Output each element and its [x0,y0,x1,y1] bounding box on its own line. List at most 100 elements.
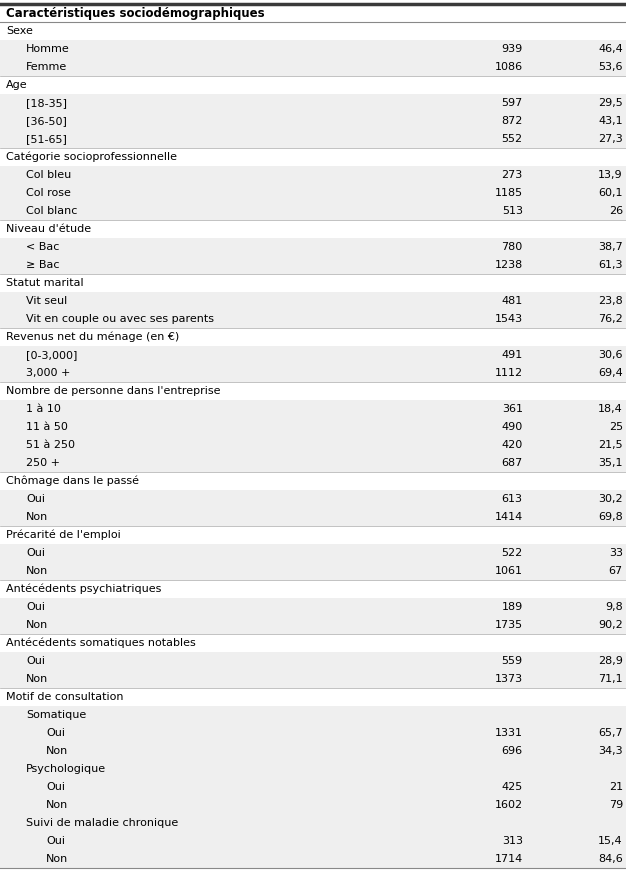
Bar [0,346,626,364]
Text: 687: 687 [501,458,523,468]
Bar [0,130,626,148]
Text: Niveau d'étude: Niveau d'étude [6,224,91,235]
Text: 29,5: 29,5 [598,99,623,108]
Text: Oui: Oui [26,602,45,612]
Text: 552: 552 [501,134,523,144]
Bar [0,292,626,310]
Text: Vit en couple ou avec ses parents: Vit en couple ou avec ses parents [26,314,214,324]
Text: Statut marital: Statut marital [6,278,84,288]
Text: Chômage dans le passé: Chômage dans le passé [6,476,139,487]
Bar [0,832,626,849]
Text: 13,9: 13,9 [598,170,623,181]
Text: 780: 780 [501,242,523,252]
Text: 43,1: 43,1 [598,116,623,126]
Text: 513: 513 [501,206,523,216]
Text: Oui: Oui [46,781,65,792]
Text: 38,7: 38,7 [598,242,623,252]
Text: Psychologique: Psychologique [26,764,106,773]
Text: Somatique: Somatique [26,710,86,719]
Bar [0,705,626,724]
Text: 1373: 1373 [495,674,523,684]
Text: Oui: Oui [26,494,45,504]
Text: Caractéristiques sociodémographiques: Caractéristiques sociodémographiques [6,7,265,20]
Text: 559: 559 [501,656,523,666]
Text: Nombre de personne dans l'entreprise: Nombre de personne dans l'entreprise [6,386,221,396]
Bar [0,184,626,202]
Bar [0,77,626,94]
Bar [0,167,626,184]
Text: 1238: 1238 [495,260,523,270]
Text: Non: Non [26,566,49,576]
Text: Antécédents somatiques notables: Antécédents somatiques notables [6,637,196,648]
Text: 3,000 +: 3,000 + [26,368,71,378]
Text: 35,1: 35,1 [598,458,623,468]
Text: 1185: 1185 [495,188,523,198]
Text: Précarité de l'emploi: Précarité de l'emploi [6,529,121,540]
Bar [0,40,626,58]
Text: ≥ Bac: ≥ Bac [26,260,60,270]
Text: < Bac: < Bac [26,242,59,252]
Text: 15,4: 15,4 [598,835,623,846]
Text: 1 à 10: 1 à 10 [26,404,61,414]
Text: Oui: Oui [46,728,65,738]
Text: 67: 67 [608,566,623,576]
Text: 28,9: 28,9 [598,656,623,666]
Bar [0,221,626,238]
Text: 250 +: 250 + [26,458,60,468]
Text: Motif de consultation: Motif de consultation [6,691,124,702]
Bar [0,238,626,256]
Text: Catégorie socioprofessionnelle: Catégorie socioprofessionnelle [6,152,177,162]
Text: 361: 361 [501,404,523,414]
Bar [0,508,626,526]
Text: 65,7: 65,7 [598,728,623,738]
Text: [51-65]: [51-65] [26,134,67,144]
Bar [0,148,626,167]
Text: 53,6: 53,6 [598,62,623,72]
Text: 1331: 1331 [495,728,523,738]
Text: 189: 189 [501,602,523,612]
Text: 23,8: 23,8 [598,296,623,306]
Bar [0,274,626,292]
Text: Non: Non [46,746,69,756]
Text: 27,3: 27,3 [598,134,623,144]
Text: [36-50]: [36-50] [26,116,67,126]
Text: 696: 696 [501,746,523,756]
Bar [0,670,626,688]
Bar [0,490,626,508]
Text: 872: 872 [501,116,523,126]
Bar [0,724,626,742]
Bar [0,436,626,454]
Text: Col rose: Col rose [26,188,71,198]
Bar [0,562,626,580]
Bar [0,472,626,490]
Text: 33: 33 [609,548,623,558]
Bar [0,796,626,814]
Text: 9,8: 9,8 [605,602,623,612]
Bar [0,598,626,616]
Bar [0,742,626,760]
Bar [0,454,626,472]
Bar [0,526,626,544]
Bar [0,94,626,112]
Text: 51 à 250: 51 à 250 [26,440,75,450]
Bar [0,814,626,832]
Text: 420: 420 [501,440,523,450]
Text: Col blanc: Col blanc [26,206,78,216]
Text: Femme: Femme [26,62,68,72]
Text: 1112: 1112 [495,368,523,378]
Bar [0,580,626,598]
Text: 69,4: 69,4 [598,368,623,378]
Bar [0,382,626,400]
Bar [0,418,626,436]
Text: 597: 597 [501,99,523,108]
Text: 30,6: 30,6 [598,350,623,360]
Text: 273: 273 [501,170,523,181]
Text: 939: 939 [501,44,523,54]
Text: 90,2: 90,2 [598,620,623,630]
Text: Col bleu: Col bleu [26,170,71,181]
Bar [0,760,626,778]
Text: 613: 613 [501,494,523,504]
Text: 1086: 1086 [495,62,523,72]
Text: Revenus net du ménage (en €): Revenus net du ménage (en €) [6,332,180,343]
Bar [0,4,626,23]
